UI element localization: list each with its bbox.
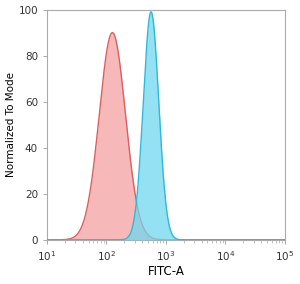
Y-axis label: Normalized To Mode: Normalized To Mode: [6, 72, 16, 177]
X-axis label: FITC-A: FITC-A: [148, 266, 184, 278]
